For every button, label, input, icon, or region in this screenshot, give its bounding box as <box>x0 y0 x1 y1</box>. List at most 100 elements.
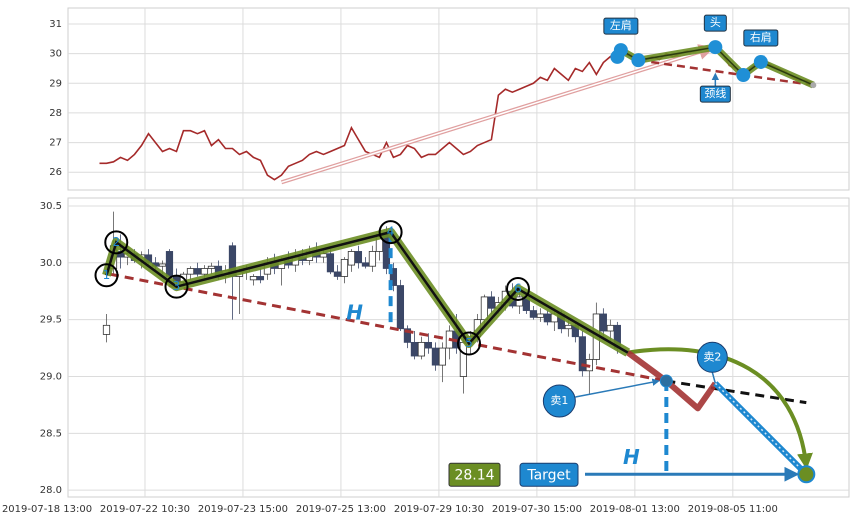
pattern-label: 3 <box>173 279 181 293</box>
label-box <box>703 14 727 32</box>
pattern-label: 右肩 <box>750 30 772 44</box>
pattern-label: 4 <box>387 225 395 239</box>
candle-body <box>340 258 349 277</box>
candle-body <box>207 265 216 269</box>
sell-path <box>626 350 718 412</box>
pattern-point <box>631 53 646 68</box>
candle-body <box>578 336 586 372</box>
pattern-point <box>708 40 723 55</box>
candle-body <box>529 310 537 318</box>
candle-body <box>543 313 551 323</box>
x-tick-label: 2019-07-25 13:00 <box>296 504 386 515</box>
pattern-point <box>104 230 129 255</box>
pattern-line <box>105 230 629 354</box>
neckline <box>638 58 814 87</box>
neckline-extension <box>666 379 807 405</box>
candle-body <box>158 263 167 267</box>
pattern-point <box>456 331 481 356</box>
pattern-label: 2 <box>112 235 120 249</box>
candle-body <box>536 313 544 318</box>
candle-body <box>480 296 488 321</box>
target-path-inner <box>714 382 807 475</box>
y-tick-label: 29 <box>49 78 62 89</box>
pattern-point <box>753 54 768 69</box>
candle-body <box>165 251 174 277</box>
y-tick-label: 30.5 <box>40 201 62 212</box>
sell-bubble <box>696 341 728 373</box>
candle-body <box>200 268 209 275</box>
x-tick-label: 2019-07-18 13:00 <box>2 504 92 515</box>
sell-point <box>659 374 673 388</box>
neckline-label: 颈线 <box>704 86 726 100</box>
candle-body <box>424 341 433 349</box>
pattern-label: 6 <box>514 281 522 295</box>
candle-body <box>347 251 356 266</box>
plot-frame <box>67 7 850 191</box>
candle-body <box>403 328 412 343</box>
target-box <box>519 462 579 487</box>
sell-pointer <box>711 372 717 384</box>
x-tick-label: 2019-08-05 11:00 <box>688 504 778 515</box>
sell-bubble <box>542 384 576 418</box>
candle-body <box>102 324 111 335</box>
pattern-label: 左肩 <box>610 18 632 32</box>
pattern-point <box>613 43 628 58</box>
pattern-label: 头 <box>710 16 721 29</box>
sell-pointer <box>575 378 660 398</box>
candle-body <box>417 341 426 357</box>
height-label: H <box>623 445 640 469</box>
y-tick-label: 27 <box>49 138 62 149</box>
candle-body <box>606 324 614 332</box>
y-tick-label: 31 <box>49 19 62 30</box>
target-label: Target <box>526 467 571 483</box>
height-label: H <box>346 301 363 325</box>
pattern-point <box>505 276 530 301</box>
y-tick-label: 30 <box>49 49 62 60</box>
candle-body <box>249 276 258 281</box>
candle-body <box>361 262 370 267</box>
candle-body <box>564 324 572 330</box>
candle-body <box>326 253 335 273</box>
pattern-point <box>810 82 817 89</box>
label-box <box>743 29 779 47</box>
pattern-label: 5 <box>465 336 473 350</box>
x-tick-label: 2019-08-01 13:00 <box>590 504 680 515</box>
pattern-point <box>736 67 751 82</box>
candle-body <box>193 268 202 275</box>
pattern-point <box>378 220 403 245</box>
y-tick-label: 28.5 <box>40 428 62 439</box>
candle-body <box>431 347 440 366</box>
candle-body <box>515 296 523 307</box>
projection-curve <box>627 347 813 470</box>
sell-label: 卖2 <box>703 350 721 363</box>
label-box <box>603 17 639 35</box>
candle-body <box>256 276 265 281</box>
target-value: 28.14 <box>454 467 494 483</box>
candle-body <box>333 271 342 277</box>
candle-body <box>389 268 398 286</box>
candle-body <box>368 251 377 267</box>
neckline <box>109 272 667 383</box>
x-tick-label: 2019-07-30 15:00 <box>492 504 582 515</box>
target-value-box <box>448 462 501 487</box>
y-tick-label: 28.0 <box>40 485 62 496</box>
x-tick-label: 2019-07-23 15:00 <box>198 504 288 515</box>
candle-body <box>354 251 363 264</box>
x-tick-label: 2019-07-29 10:30 <box>394 504 484 515</box>
candle-body <box>186 268 195 275</box>
y-tick-label: 28 <box>49 108 62 119</box>
x-tick-label: 2019-07-22 10:30 <box>100 504 190 515</box>
y-tick-label: 29.5 <box>40 315 62 326</box>
sell-label: 卖1 <box>550 394 568 407</box>
y-tick-label: 29.0 <box>40 371 62 382</box>
candle-body <box>487 296 495 309</box>
candle-body <box>396 285 405 330</box>
candle-body <box>599 313 607 332</box>
label-box <box>699 85 731 103</box>
trend-arrow-inner <box>281 47 713 184</box>
y-tick-label: 30.0 <box>40 258 62 269</box>
y-tick-label: 26 <box>49 167 62 178</box>
candle-body <box>410 341 419 357</box>
candle-body <box>438 347 447 366</box>
